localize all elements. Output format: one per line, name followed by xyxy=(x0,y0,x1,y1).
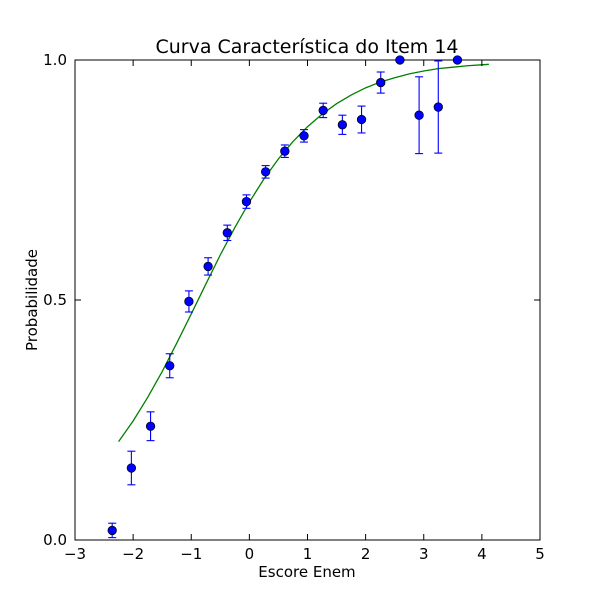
data-point xyxy=(165,361,175,371)
data-point xyxy=(318,105,328,116)
tick-layer: −3 −2 −1 0 1 2 3 4 5 0.0 0.5 1.0 xyxy=(43,51,545,563)
y-tick-label: 0.0 xyxy=(43,531,67,549)
data-point xyxy=(299,131,309,141)
point-layer xyxy=(107,55,463,536)
x-tick-label: 4 xyxy=(477,545,487,563)
data-point xyxy=(241,196,252,207)
data-point xyxy=(261,167,271,177)
data-point xyxy=(452,55,463,65)
data-point xyxy=(280,146,290,156)
x-tick-label: −3 xyxy=(64,545,86,563)
x-tick-label: 1 xyxy=(303,545,313,563)
x-tick-label: −2 xyxy=(122,545,144,563)
plot-frame xyxy=(74,59,541,541)
data-point xyxy=(222,228,232,238)
data-point xyxy=(145,421,156,431)
data-point xyxy=(376,77,386,88)
y-axis-label: Probabilidade xyxy=(23,249,41,351)
data-point xyxy=(414,110,424,120)
data-point xyxy=(395,55,405,65)
y-tick-label: 0.5 xyxy=(43,291,67,309)
fitted-curve xyxy=(118,63,489,442)
data-point xyxy=(184,296,194,307)
x-tick-label: 3 xyxy=(419,545,429,563)
data-point xyxy=(107,525,117,536)
data-point xyxy=(126,463,137,473)
x-tick-label: 2 xyxy=(361,545,371,563)
data-point xyxy=(337,120,348,130)
x-axis-label: Escore Enem xyxy=(258,563,355,581)
data-point xyxy=(203,261,213,272)
y-tick-label: 1.0 xyxy=(43,51,67,69)
x-tick-label: −1 xyxy=(180,545,202,563)
data-point xyxy=(433,102,443,112)
chart-title: Curva Característica do Item 14 xyxy=(155,36,458,58)
x-tick-label: 0 xyxy=(245,545,255,563)
plot-frame-layer xyxy=(74,59,541,541)
x-tick-label: 5 xyxy=(535,545,545,563)
curve-layer xyxy=(118,63,489,442)
data-point xyxy=(356,114,367,125)
